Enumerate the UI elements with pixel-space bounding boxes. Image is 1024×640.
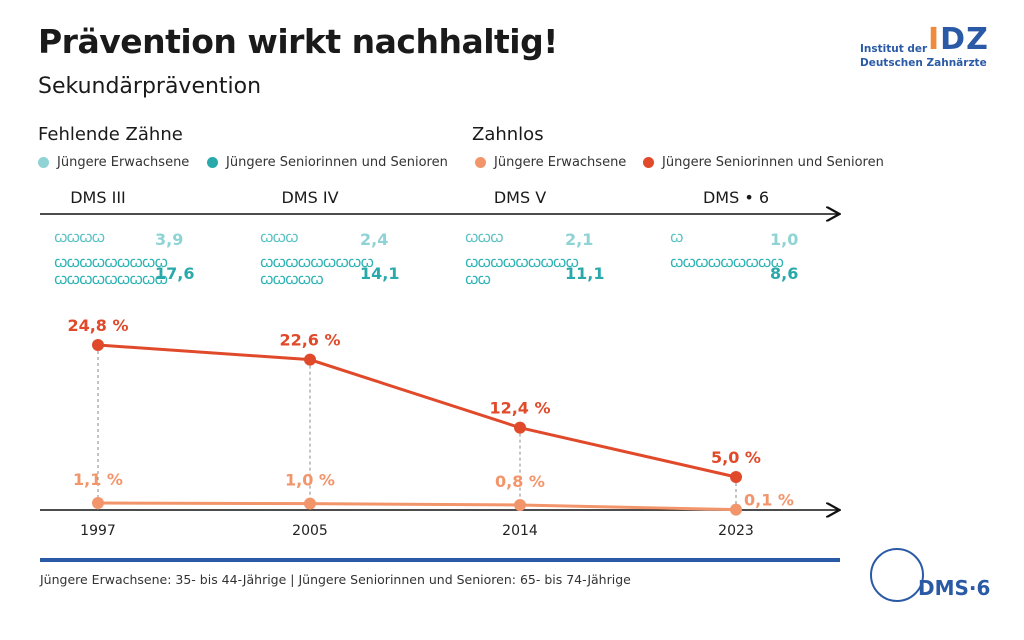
- legend-edentulous-young: Jüngere Erwachsene: [475, 155, 626, 170]
- legend-dot: [643, 157, 654, 168]
- x-tick-label-2023: 2023: [718, 523, 754, 539]
- footer-divider: [40, 558, 840, 562]
- legend-missing-young: Jüngere Erwachsene: [38, 155, 189, 170]
- point-senior-2005: [304, 353, 316, 366]
- missing-senior-2023: 8,6: [770, 264, 799, 283]
- missing-senior-2014: 11,1: [565, 264, 605, 283]
- legend-edentulous-senior: Jüngere Seniorinnen und Senioren: [643, 155, 884, 170]
- x-tick-label-2014: 2014: [502, 523, 538, 539]
- footer-note: Jüngere Erwachsene: 35- bis 44-Jährige |…: [40, 572, 631, 587]
- data-label-young-1997: 1,1 %: [73, 470, 123, 489]
- tooth-circle-icon: [870, 548, 924, 602]
- data-label-young-2014: 0,8 %: [495, 472, 545, 491]
- idz-logo: Institut der Deutschen Zahnärzte IDZ: [860, 22, 990, 74]
- legend-dot: [38, 157, 49, 168]
- series-line-young: [97, 501, 737, 512]
- missing-senior-1997: 17,6: [155, 264, 195, 283]
- x-tick-label-2005: 2005: [292, 523, 328, 539]
- study-label-dms-iv: DMS IV: [281, 188, 339, 207]
- section-missing-teeth: Fehlende Zähne: [38, 124, 183, 145]
- data-label-senior-2023: 5,0 %: [711, 448, 761, 467]
- x-tick-label-1997: 1997: [80, 523, 116, 539]
- point-young-2014: [514, 499, 526, 511]
- data-label-young-2005: 1,0 %: [285, 471, 335, 490]
- teeth-icon-young-1997: ꞷꞷꞷꞷ: [54, 228, 105, 246]
- missing-young-2014: 2,1: [565, 230, 594, 249]
- teeth-icon-young-2005: ꞷꞷꞷ: [260, 228, 299, 246]
- study-label-dms-6: DMS • 6: [702, 188, 770, 207]
- data-label-senior-1997: 24,8 %: [67, 316, 128, 335]
- missing-young-2023: 1,0: [770, 230, 799, 249]
- teeth-icon-senior-2005: ꞷꞷꞷꞷꞷꞷꞷꞷꞷ ꞷꞷꞷꞷꞷ: [260, 253, 374, 288]
- legend-dot: [475, 157, 486, 168]
- data-label-young-2023: 0,1 %: [744, 491, 794, 510]
- teeth-icon-senior-2014: ꞷꞷꞷꞷꞷꞷꞷꞷꞷ ꞷꞷ: [465, 253, 579, 288]
- page-subtitle: Sekundärprävention: [38, 74, 262, 99]
- point-young-2023: [730, 503, 742, 516]
- data-label-senior-2005: 22,6 %: [279, 331, 340, 350]
- point-young-1997: [92, 497, 104, 509]
- teeth-icon-young-2014: ꞷꞷꞷ: [465, 228, 504, 246]
- data-label-senior-2014: 12,4 %: [489, 399, 550, 418]
- legend-dot: [207, 157, 218, 168]
- point-senior-2014: [514, 421, 526, 434]
- idz-logo-mark: IDZ: [928, 22, 989, 57]
- legend-missing-senior: Jüngere Seniorinnen und Senioren: [207, 155, 448, 170]
- plot-area: 24,8 % 22,6 % 12,4 % 5,0 % 1,1 % 1,0 % 0,8 % 0,…: [67, 316, 793, 539]
- teeth-icon-senior-1997: ꞷꞷꞷꞷꞷꞷꞷꞷꞷ ꞷꞷꞷꞷꞷꞷꞷꞷꞷ: [54, 253, 168, 288]
- missing-young-2005: 2,4: [360, 230, 389, 249]
- study-label-dms-v: DMS V: [493, 188, 547, 207]
- series-line-senior: [97, 343, 737, 479]
- section-edentulous: Zahnlos: [472, 124, 544, 145]
- missing-young-1997: 3,9: [155, 230, 184, 249]
- idz-logo-text: Institut der Deutschen Zahnärzte: [860, 43, 987, 69]
- missing-senior-2005: 14,1: [360, 264, 400, 283]
- point-senior-1997: [92, 339, 104, 351]
- dms6-logo: DMS·6: [868, 548, 990, 608]
- page-title: Prävention wirkt nachhaltig!: [38, 22, 558, 61]
- point-senior-2023: [730, 471, 742, 483]
- study-label-dms-iii: DMS III: [70, 188, 126, 207]
- point-young-2005: [304, 497, 316, 510]
- teeth-icon-senior-2023: ꞷꞷꞷꞷꞷꞷꞷꞷꞷ: [670, 253, 784, 271]
- teeth-icon-young-2023: ꞷ: [670, 228, 684, 246]
